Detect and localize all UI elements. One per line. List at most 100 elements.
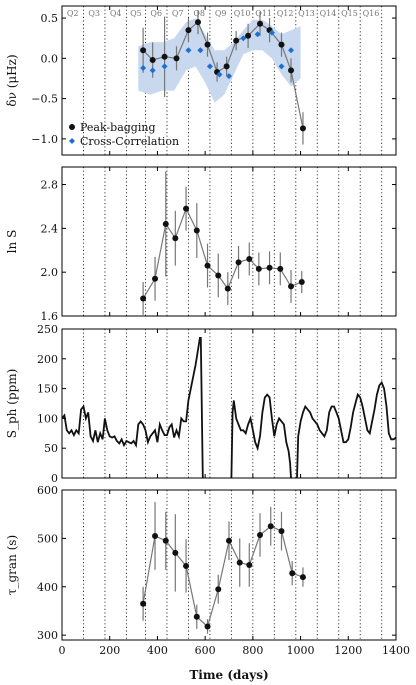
peak-point: [288, 283, 295, 290]
quarter-label: Q6: [150, 9, 162, 18]
peak-point: [298, 279, 305, 286]
peak-point: [223, 63, 230, 70]
peak-point: [267, 523, 274, 530]
peak-point: [152, 275, 159, 282]
x-tick-label: 0: [59, 644, 66, 657]
peak-point: [278, 528, 285, 535]
quarter-label: Q15: [341, 9, 358, 18]
quarter-label: Q8: [193, 9, 205, 18]
cc-point: [140, 65, 147, 72]
peak-point: [215, 272, 222, 279]
peak-point: [299, 574, 306, 581]
y-tick-label: 600: [37, 484, 58, 497]
y-tick-label: 2.4: [41, 222, 59, 235]
cc-point: [149, 67, 156, 74]
y-axis-label: δν (μHz): [5, 54, 19, 106]
cc-uncertainty-band: [138, 18, 301, 103]
peak-point: [140, 47, 147, 54]
peak-point: [299, 125, 306, 132]
x-tick-label: 200: [99, 644, 120, 657]
cc-point: [268, 29, 275, 36]
cc-point: [161, 63, 168, 70]
peak-point: [236, 559, 243, 566]
peak-point: [149, 56, 156, 63]
y-tick-label: 500: [37, 532, 58, 545]
cc-point: [226, 73, 232, 80]
x-axis-label: Time (days): [189, 668, 268, 682]
axes-frame: [61, 166, 397, 317]
y-tick-label: 2.8: [41, 179, 59, 192]
cc-point: [197, 47, 204, 54]
quarter-label: Q13: [298, 9, 315, 18]
peak-point: [278, 41, 285, 48]
peak-point: [233, 37, 240, 44]
plot-area: [62, 336, 396, 478]
y-tick-label: 400: [37, 581, 58, 594]
quarter-label: Q11: [255, 9, 272, 18]
plot-area: [138, 10, 306, 145]
quarter-label: Q16: [363, 9, 380, 18]
y-tick-label: 250: [37, 323, 58, 336]
peak-point: [152, 532, 159, 539]
peak-point: [224, 285, 231, 292]
peak-point: [140, 295, 147, 302]
peak-point: [215, 586, 222, 593]
legend-entry: Peak-bagging: [80, 121, 156, 134]
peak-point: [255, 265, 262, 272]
y-tick-label: −0.5: [31, 93, 58, 106]
peak-point: [226, 537, 232, 544]
panel-lnS: 1.6 2.0 2.4 2.8 ln S: [5, 166, 397, 323]
plot-area: [140, 171, 305, 315]
quarter-label: Q7: [172, 9, 184, 18]
connecting-line: [142, 525, 304, 628]
y-tick-label: 1.6: [41, 310, 59, 323]
peak-point: [246, 256, 253, 263]
axes-frame: [61, 489, 397, 641]
panel-tau: 0 200 400 600 800 1000 1200 1400 300 400 500 600 τ_g…: [5, 484, 410, 657]
y-tick-label: 50: [44, 442, 58, 455]
peak-point: [204, 41, 211, 48]
y-tick-label: 150: [37, 383, 58, 396]
sph-curve-segment: [62, 336, 204, 478]
peak-point: [257, 20, 264, 27]
legend-marker-cc: [69, 138, 75, 144]
y-tick-label: −1.0: [31, 133, 58, 146]
peak-point: [257, 532, 264, 538]
axes-frame: [61, 5, 397, 156]
axes-frame: [61, 328, 397, 479]
peak-point: [266, 264, 273, 271]
quarter-label: Q5: [130, 9, 142, 18]
y-axis-label: ln S: [5, 230, 19, 254]
peak-point: [194, 19, 201, 26]
peak-point: [245, 32, 252, 39]
peak-point: [183, 205, 190, 212]
peak-point: [193, 613, 200, 620]
cc-point: [240, 35, 247, 42]
quarter-label: Q12: [277, 9, 294, 18]
y-axis-label: τ_gran (s): [5, 535, 19, 595]
legend-marker-peak: [69, 124, 75, 130]
peak-point: [162, 537, 169, 544]
y-tick-label: 0.0: [41, 52, 59, 65]
x-tick-label: 1200: [334, 644, 362, 657]
peak-point: [289, 570, 296, 577]
peak-point: [204, 262, 211, 269]
peak-point: [183, 562, 190, 569]
quarter-label: Q10: [234, 9, 251, 18]
sph-curve-segment: [296, 380, 396, 478]
peak-point: [172, 235, 179, 242]
quarter-label: Q4: [110, 9, 122, 18]
cc-point: [278, 63, 285, 70]
peak-point: [235, 259, 242, 266]
peak-point: [204, 623, 211, 630]
quarter-label: Q9: [215, 9, 227, 18]
quarter-label: Q14: [320, 9, 337, 18]
x-tick-label: 1400: [382, 644, 410, 657]
x-tick-label: 1000: [287, 644, 315, 657]
legend-entry: Cross-Correlation: [80, 135, 179, 148]
peak-point: [193, 227, 200, 234]
cc-point: [254, 31, 261, 38]
peak-point: [173, 55, 180, 62]
cc-point: [206, 63, 213, 70]
